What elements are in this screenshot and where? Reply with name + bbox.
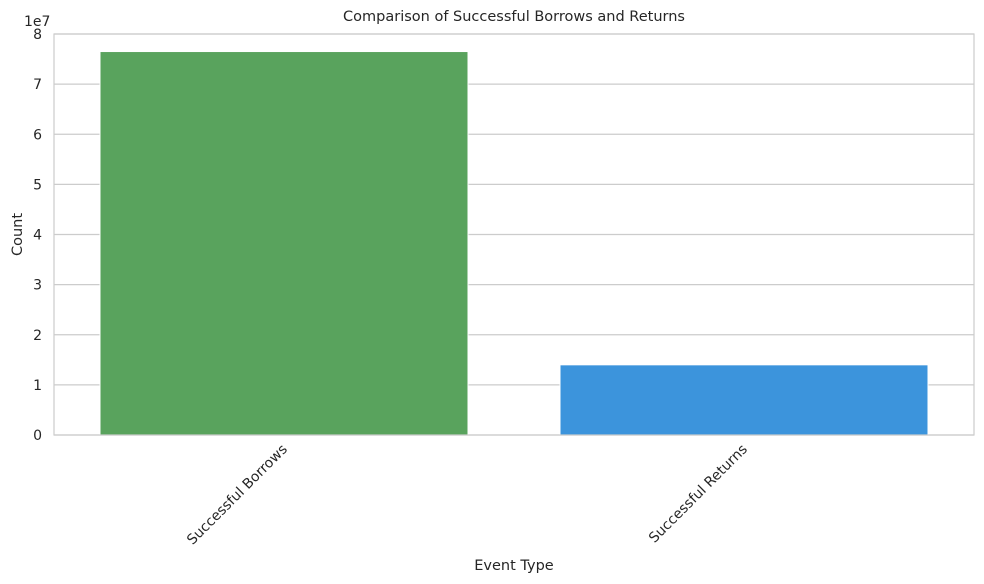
y-tick-label: 3 (33, 278, 42, 294)
y-axis-offset-label: 1e7 (24, 14, 50, 30)
y-tick-label: 8 (33, 27, 42, 43)
y-axis-ticks: 0 1 2 3 4 5 6 7 8 (33, 27, 42, 444)
x-axis-label: Event Type (474, 558, 554, 574)
x-tick-label: Successful Borrows (184, 442, 291, 549)
x-axis-ticks: Successful Borrows Successful Returns (184, 442, 751, 549)
y-tick-label: 4 (33, 228, 42, 244)
y-tick-label: 7 (33, 77, 42, 93)
bar-successful-returns (559, 364, 929, 436)
chart-title: Comparison of Successful Borrows and Ret… (343, 9, 685, 25)
plot-frame (53, 33, 975, 436)
y-tick-label: 1 (33, 378, 42, 394)
y-axis-label: Count (10, 213, 26, 256)
bar-successful-borrows (99, 51, 469, 436)
y-tick-label: 6 (33, 127, 42, 143)
y-tick-label: 5 (33, 177, 42, 193)
y-tick-label: 2 (33, 328, 42, 344)
y-tick-label: 0 (33, 428, 42, 444)
bars (99, 51, 929, 436)
x-tick-label: Successful Returns (646, 442, 751, 547)
